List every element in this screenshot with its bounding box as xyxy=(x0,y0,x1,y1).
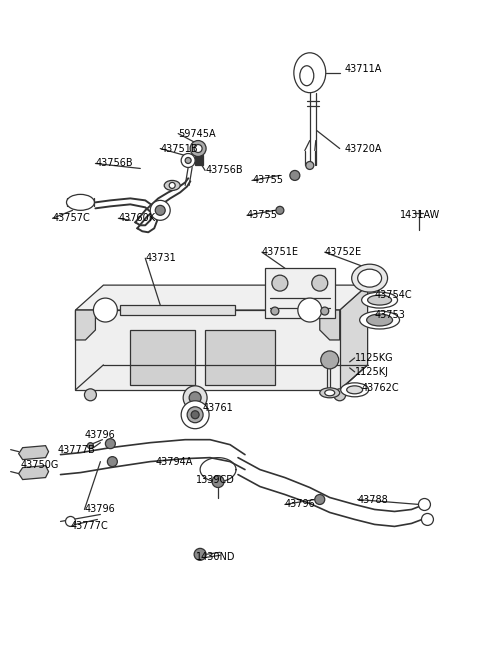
Polygon shape xyxy=(320,310,340,340)
Polygon shape xyxy=(265,268,335,318)
Ellipse shape xyxy=(360,311,399,329)
Text: 43761: 43761 xyxy=(202,403,233,413)
Text: 43756B: 43756B xyxy=(205,166,243,176)
Text: 43777C: 43777C xyxy=(71,521,108,531)
Circle shape xyxy=(181,153,195,168)
Polygon shape xyxy=(205,330,275,385)
Text: 43711A: 43711A xyxy=(345,64,382,74)
Circle shape xyxy=(183,386,207,410)
Text: 43757C: 43757C xyxy=(52,214,90,223)
Circle shape xyxy=(212,476,224,487)
Polygon shape xyxy=(75,285,368,310)
Text: 1339CD: 1339CD xyxy=(196,475,235,485)
Text: 43756B: 43756B xyxy=(96,159,133,168)
Circle shape xyxy=(65,516,75,527)
Ellipse shape xyxy=(294,53,326,92)
Circle shape xyxy=(276,206,284,214)
Polygon shape xyxy=(340,285,368,390)
Text: 43794A: 43794A xyxy=(155,457,192,466)
Text: 43753: 43753 xyxy=(374,310,406,320)
Circle shape xyxy=(312,275,328,291)
Text: 43755: 43755 xyxy=(247,210,278,220)
Circle shape xyxy=(321,307,329,315)
Circle shape xyxy=(298,298,322,322)
Circle shape xyxy=(321,351,339,369)
Circle shape xyxy=(271,307,279,315)
Ellipse shape xyxy=(368,295,392,305)
Polygon shape xyxy=(120,305,235,315)
Text: 43796: 43796 xyxy=(84,504,115,514)
Circle shape xyxy=(306,162,314,170)
Circle shape xyxy=(106,439,115,449)
Text: 43777B: 43777B xyxy=(58,445,95,455)
Text: 43751B: 43751B xyxy=(160,143,198,153)
Ellipse shape xyxy=(367,314,393,326)
Ellipse shape xyxy=(325,390,335,396)
Text: 1125KG: 1125KG xyxy=(355,353,393,363)
Polygon shape xyxy=(130,330,195,385)
Circle shape xyxy=(189,392,201,403)
Text: 43750G: 43750G xyxy=(21,460,59,470)
Ellipse shape xyxy=(341,383,369,397)
Circle shape xyxy=(194,145,202,153)
Circle shape xyxy=(419,498,431,510)
Text: 43796: 43796 xyxy=(285,500,316,510)
Text: 59745A: 59745A xyxy=(178,128,216,139)
Circle shape xyxy=(272,275,288,291)
Text: 1430ND: 1430ND xyxy=(196,552,236,563)
Ellipse shape xyxy=(352,264,387,292)
Circle shape xyxy=(334,389,346,401)
Text: 1431AW: 1431AW xyxy=(399,210,440,220)
Text: 43751E: 43751E xyxy=(262,247,299,257)
Text: 43788: 43788 xyxy=(358,495,388,504)
Text: 43760K: 43760K xyxy=(119,214,156,223)
Polygon shape xyxy=(75,310,96,340)
Text: 43762C: 43762C xyxy=(361,383,399,393)
Circle shape xyxy=(187,407,203,422)
Text: 1125KJ: 1125KJ xyxy=(355,367,389,377)
Text: 43796: 43796 xyxy=(84,430,115,440)
Ellipse shape xyxy=(300,66,314,86)
Text: 43731: 43731 xyxy=(145,253,176,263)
Circle shape xyxy=(169,183,175,189)
Circle shape xyxy=(108,457,117,466)
Circle shape xyxy=(87,443,94,449)
Text: 43755: 43755 xyxy=(253,176,284,185)
Circle shape xyxy=(84,389,96,401)
Ellipse shape xyxy=(358,269,382,287)
Text: 43754C: 43754C xyxy=(374,290,412,300)
Circle shape xyxy=(181,401,209,429)
Polygon shape xyxy=(19,445,48,460)
Ellipse shape xyxy=(164,180,180,191)
Circle shape xyxy=(290,170,300,180)
Polygon shape xyxy=(75,310,340,390)
Circle shape xyxy=(421,514,433,525)
Text: 43720A: 43720A xyxy=(345,143,382,153)
Polygon shape xyxy=(75,365,368,390)
Ellipse shape xyxy=(361,292,397,308)
Ellipse shape xyxy=(347,386,363,394)
Text: 43752E: 43752E xyxy=(325,247,362,257)
Circle shape xyxy=(315,495,325,504)
Circle shape xyxy=(191,411,199,419)
Ellipse shape xyxy=(67,195,95,210)
Polygon shape xyxy=(19,466,48,479)
Circle shape xyxy=(94,298,117,322)
Polygon shape xyxy=(195,155,203,166)
Circle shape xyxy=(150,200,170,220)
Circle shape xyxy=(194,548,206,560)
Circle shape xyxy=(155,206,165,215)
Circle shape xyxy=(185,157,191,164)
Circle shape xyxy=(190,141,206,157)
Ellipse shape xyxy=(320,388,340,398)
